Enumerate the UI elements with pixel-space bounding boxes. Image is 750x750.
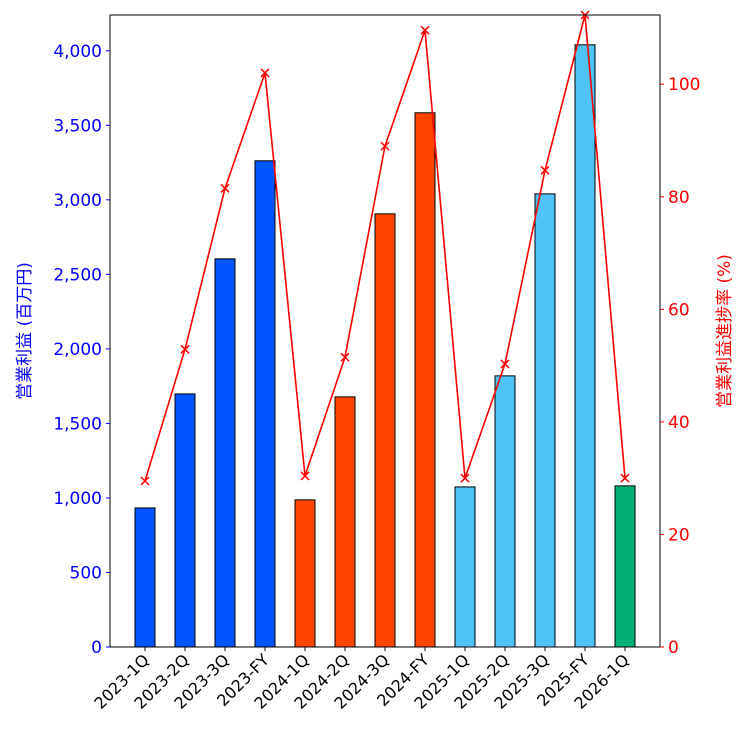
bar-2023-3Q bbox=[214, 258, 236, 648]
ytick-label-left: 2,000 bbox=[53, 340, 102, 360]
marker-2024-FY bbox=[420, 25, 430, 35]
marker-2023-FY bbox=[260, 68, 270, 78]
ytick-label-left: 4,000 bbox=[53, 42, 102, 62]
bar-2026-1Q bbox=[614, 485, 636, 648]
bar-2023-2Q bbox=[174, 393, 196, 648]
ytick-label-left: 3,000 bbox=[53, 191, 102, 211]
ytick-label-right: 20 bbox=[668, 525, 690, 545]
ytick-label-left: 1,000 bbox=[53, 489, 102, 509]
marker-2023-1Q bbox=[140, 476, 150, 486]
ytick-label-right: 100 bbox=[668, 75, 700, 95]
ytick-label-left: 2,500 bbox=[53, 265, 102, 285]
marker-2025-2Q bbox=[500, 359, 510, 369]
bar-2024-FY bbox=[414, 112, 436, 648]
ytick-label-left: 500 bbox=[70, 563, 102, 583]
bar-2024-2Q bbox=[334, 396, 356, 648]
ytick-label-right: 60 bbox=[668, 300, 690, 320]
marker-2023-2Q bbox=[180, 344, 190, 354]
bar-2025-2Q bbox=[494, 375, 516, 648]
marker-2023-3Q bbox=[220, 183, 230, 193]
bar-2023-FY bbox=[254, 160, 276, 648]
bar-2024-3Q bbox=[374, 213, 396, 648]
marker-2025-3Q bbox=[540, 165, 550, 175]
marker-2024-2Q bbox=[340, 352, 350, 362]
y-axis-label-right: 営業利益進捗率 (%) bbox=[715, 254, 735, 408]
bar-2025-3Q bbox=[534, 193, 556, 648]
y-axis-label: 営業利益 (百万円) bbox=[15, 262, 35, 400]
ytick-label-right: 40 bbox=[668, 413, 690, 433]
marker-2024-1Q bbox=[300, 471, 310, 481]
marker-2025-1Q bbox=[460, 473, 470, 483]
bar-2024-1Q bbox=[294, 499, 316, 648]
bar-2025-FY bbox=[574, 44, 596, 648]
marker-2024-3Q bbox=[380, 141, 390, 151]
bar-2023-1Q bbox=[134, 507, 156, 648]
marker-2026-1Q bbox=[620, 473, 630, 483]
ytick-label-left: 1,500 bbox=[53, 414, 102, 434]
ytick-label-left: 0 bbox=[91, 638, 102, 658]
bar-2025-1Q bbox=[454, 486, 476, 648]
ytick-label-left: 3,500 bbox=[53, 116, 102, 136]
ytick-label-right: 80 bbox=[668, 188, 690, 208]
ytick-label-right: 0 bbox=[668, 638, 679, 658]
